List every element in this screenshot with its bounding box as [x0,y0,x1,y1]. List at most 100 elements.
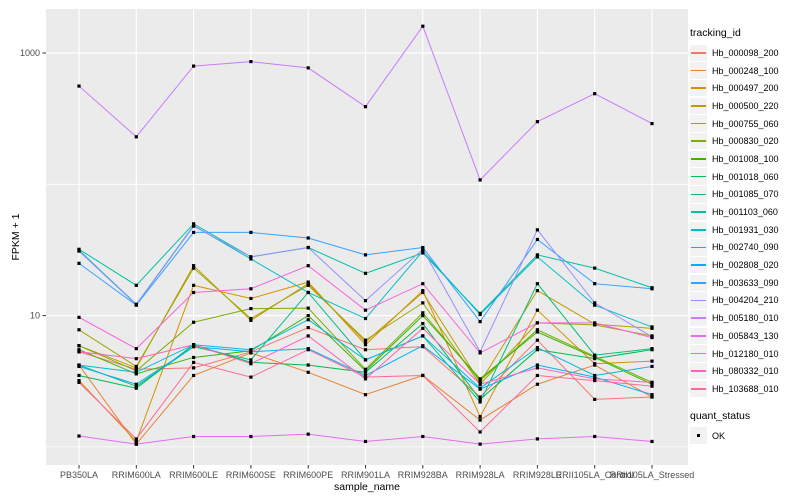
data-point [478,387,482,391]
series-color-line-icon [691,122,706,125]
legend-item-Hb_103688_010: Hb_103688_010 [690,380,800,398]
data-point [249,255,253,259]
data-point [77,84,81,88]
legend: tracking_id Hb_000098_200 Hb_000248_100 Hb… [690,27,800,444]
data-point [593,397,597,402]
data-point [363,377,368,381]
data-point [363,375,368,379]
data-point [192,222,196,226]
legend-item-Hb_000098_200: Hb_000098_200 [690,44,800,62]
data-point [192,264,196,268]
legend-key [690,97,707,115]
data-point [421,434,425,439]
data-point [593,301,597,305]
data-point [478,400,482,404]
legend-key [690,345,707,362]
data-point [421,282,425,286]
legend-item-Hb_080332_010: Hb_080332_010 [690,362,800,380]
data-point [306,245,310,250]
legend-label: Hb_080332_010 [712,366,779,377]
data-point [363,308,368,312]
series-color-line-icon [691,193,706,196]
legend-key [690,221,707,238]
data-point [535,255,539,259]
data-point [306,236,310,240]
data-point [249,362,253,366]
data-point [192,434,196,439]
data-point [249,230,253,235]
data-point [478,415,482,419]
data-point [77,344,81,348]
data-point [249,307,253,311]
x-tick-label: RRIM600SE [226,470,276,480]
series-color-line-icon [691,175,706,178]
data-point [134,364,138,369]
data-point [249,316,253,321]
x-tick-label: RRIM928LE [513,470,562,480]
data-point [249,318,253,322]
data-point [478,418,482,422]
data-point [535,338,539,342]
series-color-line-icon [691,105,706,107]
data-point [478,395,482,399]
y-tick-label: 10 [30,311,40,321]
data-point [535,437,539,441]
legend-label: Hb_004204_210 [712,295,779,306]
x-tick-label: RRIM600LA [112,470,161,480]
data-point [421,321,425,326]
x-tick-label: PB350LA [60,470,98,480]
data-point [650,439,654,444]
series-color-line-icon [691,264,706,266]
legend-item-Hb_005843_130: Hb_005843_130 [690,327,800,345]
legend-item-Hb_001018_060: Hb_001018_060 [690,168,800,186]
data-point [535,382,539,386]
data-point [421,249,425,253]
data-point [650,384,654,388]
legend-label: Hb_002740_090 [712,242,779,253]
legend-label: Hb_000098_200 [712,47,779,58]
data-point [363,271,368,275]
data-point [650,121,654,126]
data-point [535,363,539,367]
legend-key [690,274,707,291]
data-point [593,434,597,439]
data-point [134,283,138,287]
data-point [535,366,539,370]
legend-item-Hb_012180_010: Hb_012180_010 [690,345,800,363]
legend-label: Hb_103688_010 [712,383,779,394]
data-point [134,439,138,444]
legend-key [690,186,707,203]
data-point [421,373,425,378]
series-color-line-icon [691,87,706,89]
data-point [249,434,253,439]
data-point [134,303,138,307]
data-point [535,237,539,242]
legend-item-Hb_000497_200: Hb_000497_200 [690,79,800,97]
data-point [421,290,425,295]
x-tick-label: RRIM901LA [341,470,390,480]
y-axis-title: FPKM + 1 [10,213,22,261]
legend-label: Hb_005180_010 [712,313,779,324]
legend-item-Hb_001931_030: Hb_001931_030 [690,221,800,239]
legend-label: Hb_001103_060 [712,207,778,218]
y-tick-label: 1000 [20,48,40,58]
data-point [421,311,425,315]
legend-key [690,150,707,168]
data-point [363,340,368,344]
data-point [421,326,425,330]
data-point [77,261,81,265]
data-point [650,364,654,369]
data-point [192,360,196,365]
data-point [306,264,310,268]
legend-title-quant-status: quant_status [690,409,751,422]
data-point [192,224,196,228]
data-point [134,382,138,386]
series-color-line-icon [691,228,706,231]
data-point [593,373,597,378]
data-point [77,373,81,378]
data-point [650,380,654,384]
data-point [421,245,425,250]
series-color-line-icon [691,352,706,355]
legend-item-Hb_003633_090: Hb_003633_090 [690,274,800,292]
